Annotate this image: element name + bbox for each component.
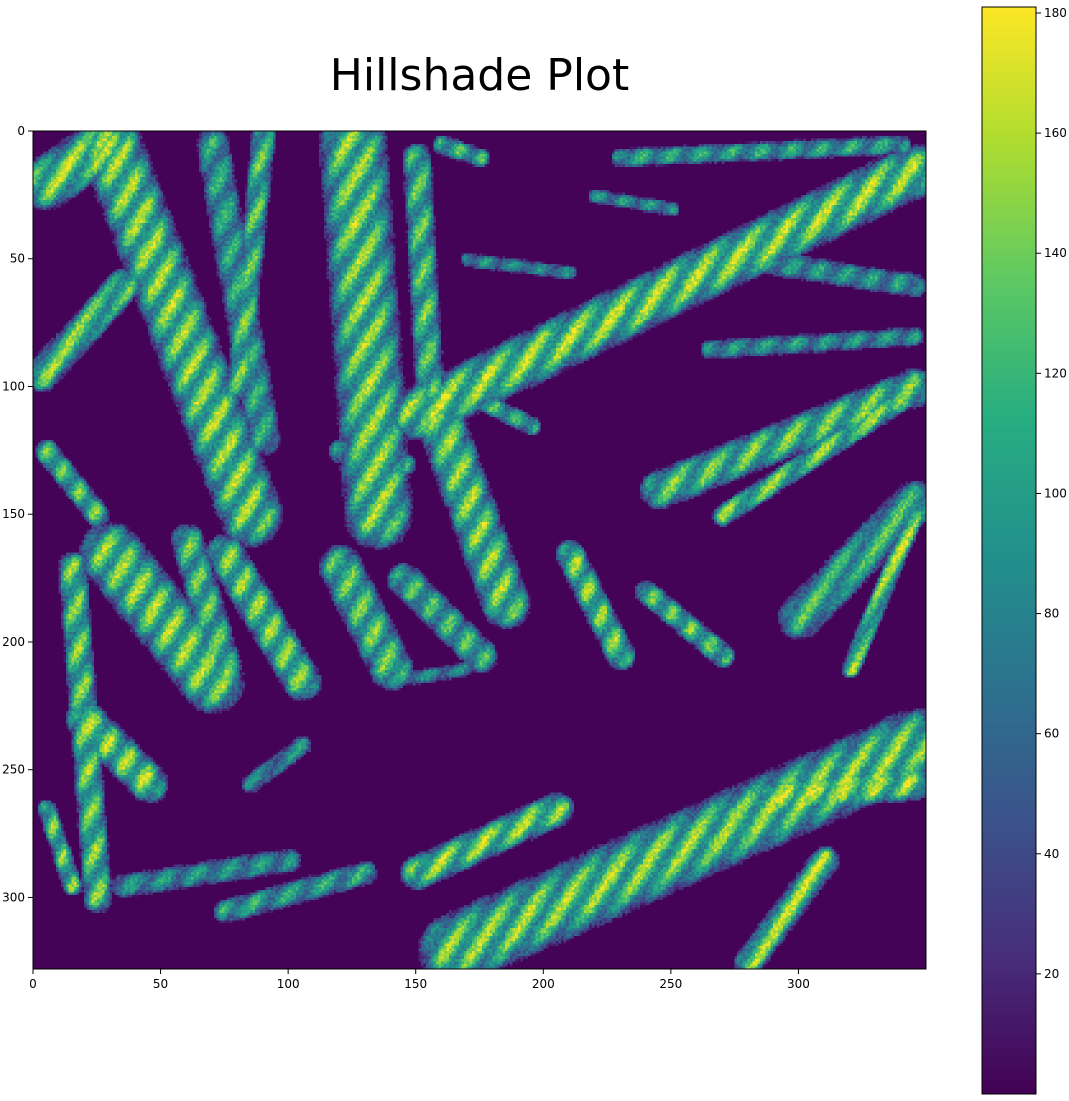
y-tick-label: 0 — [17, 124, 25, 138]
y-tick-label: 200 — [2, 635, 25, 649]
colorbar-tick-label: 120 — [1044, 366, 1067, 380]
colorbar-tick-label: 40 — [1044, 847, 1059, 861]
colorbar — [981, 6, 1037, 1095]
plot-frame — [32, 130, 927, 970]
x-tick-label: 100 — [277, 977, 300, 991]
colorbar-axis: 20 40 60 80 100 120 140 160 180 — [1036, 6, 1067, 981]
x-tick-label: 250 — [659, 977, 682, 991]
y-tick-label: 250 — [2, 763, 25, 777]
y-tick-label: 50 — [10, 252, 25, 266]
x-tick-label: 150 — [404, 977, 427, 991]
colorbar-tick-label: 160 — [1044, 126, 1067, 140]
x-tick-label: 50 — [153, 977, 168, 991]
x-tick-label: 300 — [787, 977, 810, 991]
colorbar-tick-label: 20 — [1044, 967, 1059, 981]
chart-title: Hillshade Plot — [329, 50, 630, 101]
y-axis: 0 50 100 150 200 250 300 — [2, 124, 33, 904]
x-tick-label: 200 — [532, 977, 555, 991]
heatmap-image — [33, 131, 926, 969]
colorbar-tick-label: 180 — [1044, 6, 1067, 20]
colorbar-tick-label: 100 — [1044, 486, 1067, 500]
y-tick-label: 300 — [2, 890, 25, 904]
y-tick-label: 100 — [2, 379, 25, 393]
colorbar-tick-label: 80 — [1044, 607, 1059, 621]
colorbar-tick-label: 140 — [1044, 246, 1067, 260]
x-tick-label: 0 — [29, 977, 37, 991]
colorbar-tick-label: 60 — [1044, 727, 1059, 741]
y-tick-label: 150 — [2, 507, 25, 521]
x-axis: 0 50 100 150 200 250 300 — [29, 969, 810, 991]
